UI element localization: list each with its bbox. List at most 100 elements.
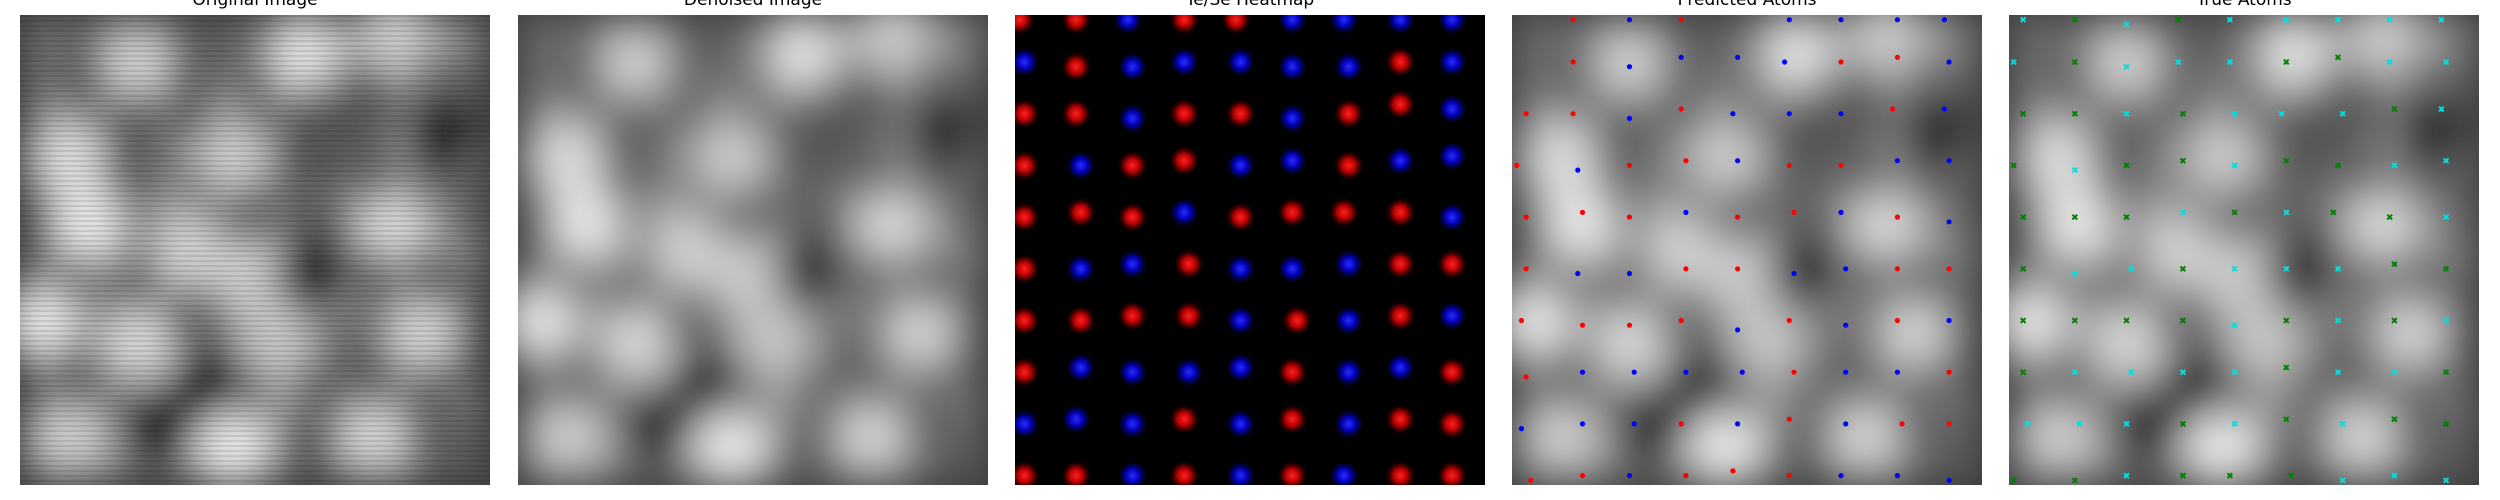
true-se-atom — [2391, 105, 2398, 113]
predicted-te-atom — [1791, 209, 1797, 215]
predicted-se-atom — [1626, 270, 1633, 277]
true-te-atom — [2010, 58, 2017, 66]
dark-region — [2160, 345, 2234, 418]
lattice-blob — [1927, 16, 1978, 66]
lattice-blob — [933, 434, 984, 484]
te-heat-spot — [1015, 459, 1041, 485]
marker-stroke — [2283, 16, 2290, 23]
te-heat-spot — [1172, 248, 1205, 281]
true-te-atom — [2283, 265, 2290, 272]
predicted-se-atom — [1894, 369, 1900, 375]
true-te-atom — [2442, 157, 2450, 164]
te-heat-spot — [1436, 248, 1469, 281]
bright-region — [1517, 396, 1601, 480]
se-heat-spot — [1328, 15, 1360, 36]
marker-stroke — [2226, 16, 2234, 23]
lattice-blob — [1927, 173, 1978, 223]
predicted-se-atom — [1786, 17, 1792, 23]
lattice-blob — [816, 329, 866, 380]
bright-region — [523, 396, 607, 480]
se-heat-spot — [1224, 351, 1257, 384]
true-te-atom — [2442, 58, 2450, 66]
se-heat-spot — [1116, 248, 1149, 281]
predicted-te-atom — [1518, 317, 1524, 324]
se-heat-spot — [1332, 407, 1365, 440]
marker-stroke — [2438, 16, 2445, 23]
te-heat-spot — [1116, 299, 1149, 332]
true-te-atom — [2278, 110, 2285, 117]
lattice-blob — [1927, 434, 1978, 484]
se-heat-spot — [1332, 248, 1365, 281]
se-heat-spot — [1116, 102, 1149, 135]
true-te-atom — [2334, 317, 2342, 324]
marker-stroke — [2010, 162, 2017, 169]
te-heat-spot — [1064, 304, 1097, 337]
marker-stroke — [2123, 472, 2130, 479]
se-heat-spot — [1172, 356, 1205, 389]
predicted-se-atom — [1946, 477, 1952, 483]
se-heat-spot — [1332, 304, 1365, 337]
te-heat-spot — [1281, 304, 1313, 337]
se-heat-spot — [1116, 459, 1149, 485]
dark-region — [1767, 237, 1840, 310]
te-heat-spot — [1219, 15, 1252, 36]
marker-stroke — [2442, 477, 2450, 484]
lattice-blob — [2307, 173, 2357, 223]
lattice-blob — [1810, 173, 1860, 223]
bright-region — [2014, 114, 2098, 198]
true-te-atom — [2231, 110, 2238, 117]
marker-stroke — [2334, 16, 2342, 23]
se-heat-spot — [1436, 140, 1469, 172]
marker-stroke — [2442, 265, 2450, 272]
predicted-te-atom — [1523, 214, 1529, 220]
marker-stroke — [2442, 58, 2450, 66]
bright-region — [2085, 20, 2168, 104]
bright-region — [1682, 114, 1765, 198]
lattice-blob — [2131, 120, 2181, 171]
marker-stroke — [2010, 58, 2017, 66]
marker-stroke — [2283, 209, 2290, 216]
bright-region — [2249, 15, 2333, 94]
panel-title-te-se-heatmap: Te/Se Heatmap — [1185, 0, 1315, 10]
se-heat-spot — [1436, 15, 1469, 36]
bright-region — [758, 15, 842, 94]
true-te-atom — [2128, 265, 2135, 272]
se-heat-spot — [1224, 304, 1257, 337]
marker-stroke — [2391, 317, 2398, 324]
true-se-atom — [2019, 110, 2027, 117]
true-se-atom — [2019, 213, 2027, 221]
marker-stroke — [2283, 416, 2290, 423]
true-se-atom — [2179, 110, 2187, 117]
predicted-te-atom — [1894, 266, 1900, 272]
lattice-blob — [1869, 68, 1919, 118]
lattice-blob — [933, 382, 984, 432]
predicted-se-atom — [1735, 327, 1741, 333]
predicted-te-atom — [1523, 111, 1529, 117]
marker-stroke — [2019, 16, 2027, 23]
bright-region — [518, 279, 583, 362]
predicted-te-atom — [1838, 59, 1844, 65]
marker-stroke — [2231, 162, 2238, 169]
predicted-se-atom — [1626, 17, 1633, 23]
bright-region — [2179, 406, 2262, 485]
true-se-atom — [2442, 369, 2450, 376]
heatmap-blobs — [1015, 15, 1469, 485]
bright-region — [1512, 279, 1577, 362]
se-heat-spot — [1168, 46, 1201, 78]
marker-stroke — [2386, 213, 2393, 221]
predicted-te-atom — [1894, 54, 1900, 60]
marker-stroke — [2391, 162, 2398, 169]
predicted-te-atom — [1683, 473, 1689, 479]
predicted-te-atom — [1899, 421, 1905, 427]
te-heat-spot — [1015, 201, 1041, 234]
marker-stroke — [2339, 420, 2346, 428]
predicted-te-atom — [1678, 317, 1684, 324]
predicted-se-atom — [1941, 17, 1947, 23]
predicted-se-atom — [1791, 270, 1797, 277]
te-heat-spot — [1168, 403, 1201, 436]
true-te-atom — [2071, 270, 2078, 277]
true-te-atom — [2123, 472, 2130, 479]
bright-region — [1705, 232, 1789, 315]
se-heat-spot — [1276, 15, 1309, 36]
bright-region — [735, 302, 818, 386]
